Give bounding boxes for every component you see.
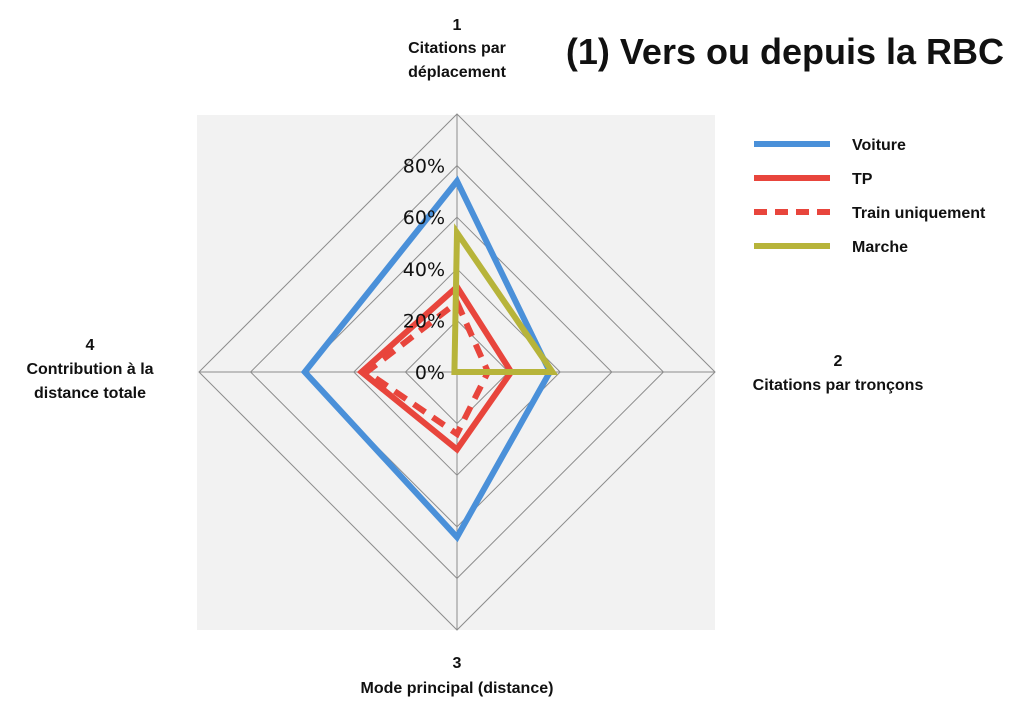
- axis-label-1: 1 Citations par déplacement: [408, 17, 506, 81]
- legend-item-train-uniquement: Train uniquement: [754, 205, 986, 222]
- tick-label: 0%: [415, 362, 445, 384]
- series-marche: [451, 223, 559, 375]
- axis-label-line: Citations par: [408, 40, 506, 57]
- axis-label-line: distance totale: [34, 385, 146, 402]
- axis-label-line: déplacement: [408, 64, 506, 81]
- axis-number: 1: [453, 17, 462, 34]
- axis-number: 4: [86, 337, 95, 354]
- legend-item-marche: Marche: [754, 239, 908, 256]
- series-train-uniquement: [361, 297, 492, 439]
- axis-number: 2: [834, 353, 843, 370]
- legend-label: TP: [852, 171, 873, 188]
- legend-item-voiture: Voiture: [754, 137, 906, 154]
- grid: [198, 113, 716, 631]
- axis-label-3: 3 Mode principal (distance): [361, 655, 554, 697]
- axis-label-line: Contribution à la: [26, 361, 153, 378]
- tick-label: 60%: [403, 207, 445, 229]
- series-layer: [300, 175, 559, 543]
- axis-label-2: 2 Citations par tronçons: [753, 353, 924, 394]
- tick-label: 40%: [403, 259, 445, 281]
- axis-number: 3: [453, 655, 462, 672]
- series-voiture: [300, 175, 554, 543]
- axis-label-line: Mode principal (distance): [361, 680, 554, 697]
- legend-background: [742, 115, 1024, 637]
- tick-labels: 0% 20% 40% 60% 80%: [403, 156, 445, 384]
- tick-label: 80%: [403, 156, 445, 178]
- axis-label-line: Citations par tronçons: [753, 377, 924, 394]
- legend-label: Voiture: [852, 137, 906, 154]
- series-tp: [356, 282, 515, 454]
- legend-label: Train uniquement: [852, 205, 986, 222]
- legend: Voiture TP Train uniquement Marche: [754, 137, 986, 256]
- axis-label-4: 4 Contribution à la distance totale: [26, 337, 153, 402]
- tick-label: 20%: [403, 310, 445, 332]
- chart-title: (1) Vers ou depuis la RBC: [566, 31, 1004, 72]
- legend-item-tp: TP: [754, 171, 873, 188]
- legend-label: Marche: [852, 239, 908, 256]
